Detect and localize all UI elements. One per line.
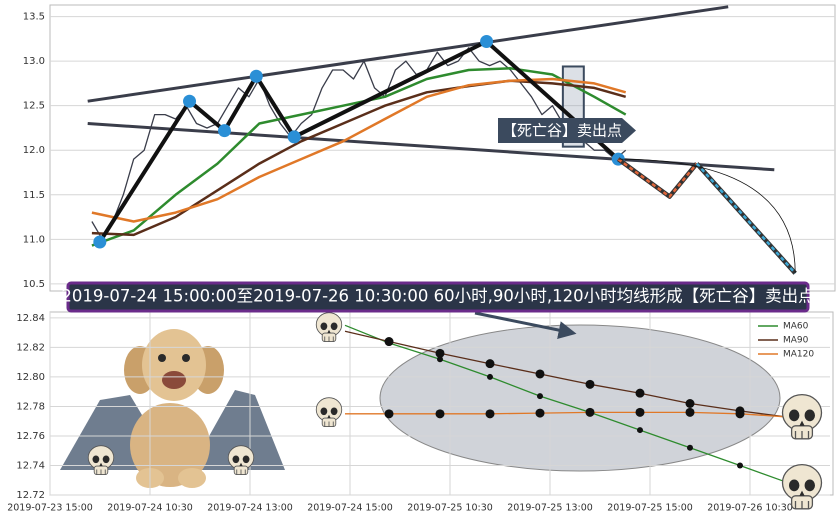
x-tick-label: 2019-07-25 13:00 <box>507 503 593 514</box>
series-dot <box>685 407 695 417</box>
y-tick-label: 12.84 <box>16 313 45 324</box>
pivot-point <box>93 235 107 249</box>
series-dot <box>535 408 545 418</box>
y-tick-label: 10.5 <box>23 279 45 290</box>
pointer-arrow <box>474 311 577 339</box>
series-dot <box>637 427 643 434</box>
series-dot <box>735 409 745 419</box>
series-dot <box>487 373 493 380</box>
series-line <box>91 79 627 237</box>
pivot-point <box>217 124 231 138</box>
projection-line <box>617 158 698 198</box>
series-line <box>344 324 786 483</box>
skull <box>315 397 343 428</box>
series-dot <box>535 369 545 379</box>
series-dot <box>437 356 443 363</box>
x-tick-label: 2019-07-24 13:00 <box>207 503 293 514</box>
skull <box>87 445 115 476</box>
y-tick-label: 12.72 <box>16 490 45 501</box>
y-tick-label: 11.0 <box>23 234 45 245</box>
trendline <box>87 122 775 172</box>
pivot-point <box>287 130 301 144</box>
series-line <box>344 330 786 418</box>
series-dot <box>685 399 695 408</box>
series-dot <box>485 359 495 369</box>
trendline <box>87 5 729 103</box>
x-tick-label: 2019-07-25 15:00 <box>607 503 693 514</box>
projection-line <box>695 162 797 275</box>
x-tick-label: 2019-07-25 10:30 <box>407 503 493 514</box>
y-tick-label: 11.5 <box>23 190 45 201</box>
series-dot <box>435 409 445 419</box>
y-tick-label: 12.5 <box>23 101 45 112</box>
signal-label: 【死亡谷】卖出点 <box>502 122 622 140</box>
banner-box <box>66 281 810 313</box>
y-tick-label: 12.74 <box>16 460 45 471</box>
y-tick-label: 12.78 <box>16 401 45 412</box>
series-dot <box>537 393 543 400</box>
legend-label: MA90 <box>783 336 809 346</box>
series-dot <box>384 337 394 347</box>
y-tick-label: 12.0 <box>23 145 45 156</box>
series-dot <box>635 407 645 417</box>
y-tick-label: 12.76 <box>16 431 45 442</box>
focus-ellipse <box>379 324 781 472</box>
series-dot <box>384 409 394 419</box>
series-line <box>91 47 627 240</box>
skull <box>781 393 823 440</box>
legend-label: MA120 <box>783 350 814 360</box>
signal-box <box>498 118 636 143</box>
x-tick-label: 2019-07-24 15:00 <box>307 503 393 514</box>
x-tick-label: 2019-07-26 10:30 <box>707 503 793 514</box>
series-dot <box>585 407 595 417</box>
x-tick-label: 2019-07-23 15:00 <box>7 503 93 514</box>
series-dot <box>687 444 693 451</box>
pivot-point <box>249 69 263 83</box>
series-dot <box>585 379 595 389</box>
series-dot <box>485 409 495 419</box>
skull <box>315 312 343 343</box>
series-dot <box>737 462 743 469</box>
pivot-point <box>480 35 494 49</box>
legend-label: MA60 <box>783 322 809 332</box>
x-tick-label: 2019-07-24 10:30 <box>107 503 193 514</box>
series-line <box>91 77 627 223</box>
series-dot <box>635 388 645 398</box>
y-tick-label: 12.80 <box>16 372 45 383</box>
banner-text: 2019-07-24 15:00:00至2019-07-26 10:30:00 … <box>61 287 814 306</box>
projection-arc <box>618 158 796 274</box>
series-line <box>345 411 786 418</box>
y-tick-label: 13.5 <box>23 12 45 23</box>
series-dot <box>435 348 445 358</box>
pivot-point <box>183 94 197 108</box>
y-tick-label: 13.0 <box>23 56 45 67</box>
y-tick-label: 12.82 <box>16 342 45 353</box>
